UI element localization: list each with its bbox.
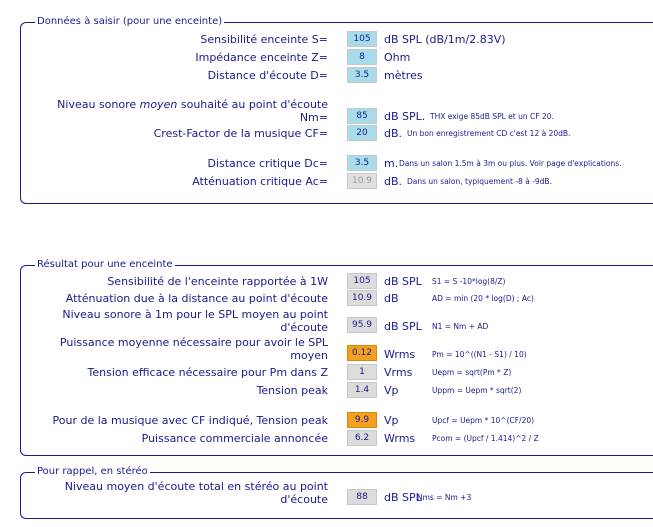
- stereo-fieldset-legend: Pour rappel, en stéréo: [35, 465, 150, 479]
- mean-power-formula: Pm = 10^((N1 - S1) / 10): [432, 350, 527, 359]
- sensitivity-1w-value: 105: [347, 273, 377, 289]
- distance-label: Distance d'écoute D=: [207, 69, 328, 82]
- stereo-fieldset: Pour rappel, en stéréo Niveau moyen d'éc…: [20, 465, 653, 519]
- sensitivity-1w-unit: dB SPL: [384, 275, 422, 288]
- sensitivity-input[interactable]: 105: [347, 31, 377, 47]
- crest-factor-note: Un bon enregistrement CD c'est 12 à 20dB…: [407, 129, 571, 138]
- target-level-unit: dB SPL.: [384, 110, 426, 123]
- level-1m-value: 95.9: [347, 317, 377, 333]
- target-level-label-line2: Nm=: [299, 111, 328, 124]
- input-fieldset-legend: Données à saisir (pour une enceinte): [35, 15, 225, 29]
- critical-attenuation-note: Dans un salon, typiquement -8 à -9dB.: [407, 177, 552, 186]
- impedance-unit: Ohm: [384, 51, 411, 64]
- target-level-input[interactable]: 85: [347, 108, 377, 124]
- distance-attenuation-unit: dB: [384, 292, 399, 305]
- target-level-label-em: moyen: [139, 98, 178, 111]
- rms-voltage-formula: Uepm = sqrt(Pm * Z): [432, 368, 512, 377]
- result-fieldset: Résultat pour une enceinte Sensibilité d…: [20, 258, 653, 456]
- distance-unit: mètres: [384, 69, 423, 82]
- cf-peak-voltage-label: Pour de la musique avec CF indiqué, Tens…: [52, 414, 328, 427]
- critical-attenuation-unit: dB.: [384, 175, 403, 188]
- stereo-level-value: 88: [347, 489, 377, 505]
- distance-attenuation-value: 10.9: [347, 290, 377, 306]
- stereo-level-label-line1: Niveau moyen d'écoute total en stéréo au…: [64, 480, 328, 493]
- critical-distance-label: Distance critique Dc=: [207, 157, 328, 170]
- distance-input[interactable]: 3.5: [347, 67, 377, 83]
- mean-power-unit: Wrms: [384, 348, 416, 361]
- mean-power-value: 0.12: [347, 345, 377, 361]
- sensitivity-unit: dB SPL (dB/1m/2.83V): [384, 33, 506, 46]
- cf-peak-voltage-unit: Vp: [384, 414, 399, 427]
- target-level-label: Niveau sonore moyen souhaité au point d'…: [57, 98, 328, 124]
- level-1m-label: Niveau sonore à 1m pour le SPL moyen au …: [28, 308, 328, 334]
- rms-voltage-label: Tension efficace nécessaire pour Pm dans…: [87, 366, 328, 379]
- result-fieldset-legend: Résultat pour une enceinte: [35, 258, 175, 272]
- distance-attenuation-label: Atténuation due à la distance au point d…: [65, 292, 328, 305]
- target-level-label-pre: Niveau sonore: [57, 98, 140, 111]
- rms-voltage-value: 1: [347, 364, 377, 380]
- cf-peak-voltage-value: 9.9: [347, 412, 377, 428]
- crest-factor-unit: dB.: [384, 127, 403, 140]
- commercial-power-formula: Pcom = (Upcf / 1.414)^2 / Z: [432, 434, 539, 443]
- impedance-input[interactable]: 8: [347, 49, 377, 65]
- critical-attenuation-label: Atténuation critique Ac=: [192, 175, 328, 188]
- peak-voltage-formula: Uppm = Uepm * sqrt(2): [432, 386, 522, 395]
- commercial-power-value: 6.2: [347, 430, 377, 446]
- stereo-level-label-line2: d'écoute: [280, 493, 328, 506]
- mean-power-label-line1: Puissance moyenne nécessaire pour avoir …: [59, 336, 328, 349]
- distance-attenuation-formula: AD = min (20 * log(D) ; Ac): [432, 294, 534, 303]
- level-1m-formula: N1 = Nm + AD: [432, 322, 489, 331]
- rms-voltage-unit: Vrms: [384, 366, 413, 379]
- sensitivity-1w-label: Sensibilité de l'enceinte rapportée à 1W: [107, 275, 328, 288]
- sensitivity-1w-formula: S1 = S -10*log(8/Z): [432, 277, 506, 286]
- crest-factor-label: Crest-Factor de la musique CF=: [153, 127, 328, 140]
- critical-distance-input[interactable]: 3.5: [347, 155, 377, 171]
- level-1m-unit: dB SPL: [384, 320, 422, 333]
- critical-distance-unit: m.: [384, 157, 399, 170]
- target-level-label-post: souhaité au point d'écoute: [177, 98, 328, 111]
- cf-peak-voltage-formula: Upcf = Uepm * 10^(CF/20): [432, 416, 535, 425]
- peak-voltage-label: Tension peak: [256, 384, 328, 397]
- target-level-note: THX exige 85dB SPL et un CF 20.: [430, 112, 554, 121]
- stereo-level-formula: Nms = Nm +3: [417, 493, 472, 502]
- peak-voltage-unit: Vp: [384, 384, 399, 397]
- commercial-power-label: Puissance commerciale annoncée: [141, 432, 328, 445]
- level-1m-label-line1: Niveau sonore à 1m pour le SPL moyen au …: [62, 308, 328, 321]
- mean-power-label-line2: moyen: [290, 349, 328, 362]
- input-fieldset: Données à saisir (pour une enceinte) Sen…: [20, 15, 653, 204]
- crest-factor-input[interactable]: 20: [347, 125, 377, 141]
- impedance-label: Impédance enceinte Z=: [195, 51, 328, 64]
- level-1m-label-line2: d'écoute: [280, 321, 328, 334]
- commercial-power-unit: Wrms: [384, 432, 416, 445]
- mean-power-label: Puissance moyenne nécessaire pour avoir …: [28, 336, 328, 362]
- critical-distance-note: Dans un salon 1.5m à 3m ou plus. Voir pa…: [399, 159, 622, 168]
- stereo-level-label: Niveau moyen d'écoute total en stéréo au…: [28, 480, 328, 506]
- peak-voltage-value: 1.4: [347, 382, 377, 398]
- stereo-level-unit: dB SPL: [384, 491, 422, 504]
- sensitivity-label: Sensibilité enceinte S=: [200, 33, 328, 46]
- critical-attenuation-field: 10.9: [347, 173, 377, 189]
